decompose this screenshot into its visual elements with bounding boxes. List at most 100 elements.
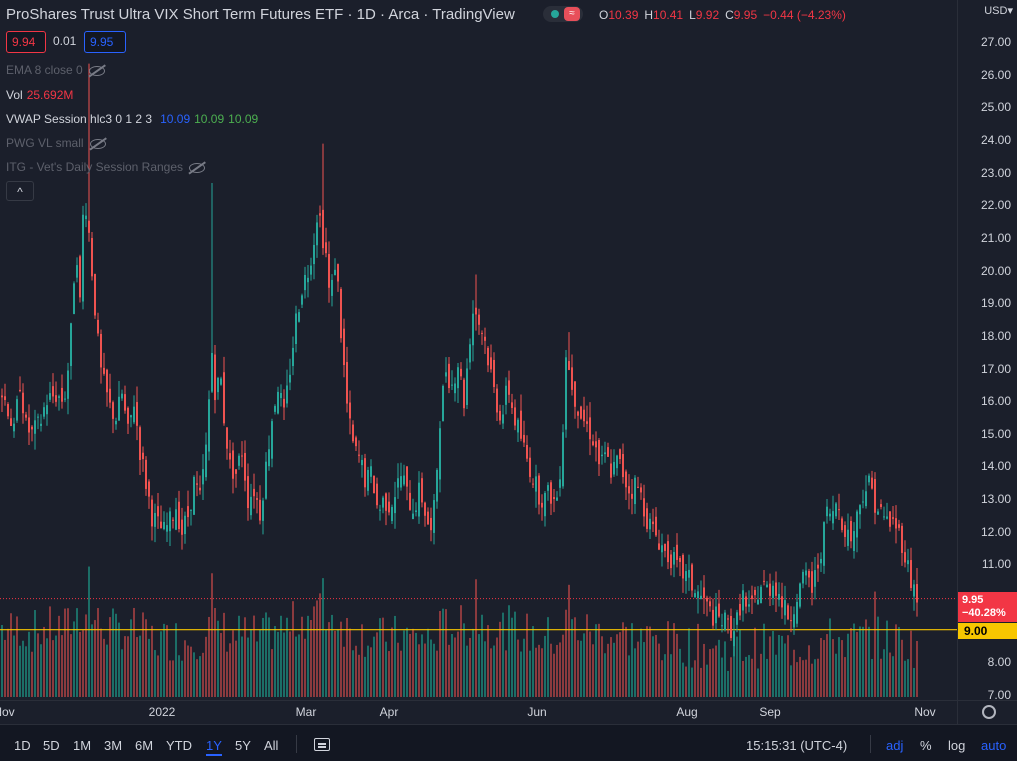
candle-body [181, 519, 183, 535]
candle-body [607, 447, 609, 457]
indicator-volume[interactable]: Vol 25.692M [6, 88, 73, 102]
candle-body [295, 313, 297, 345]
candle-body [145, 459, 147, 489]
range-tab-6m[interactable]: 6M [135, 738, 154, 753]
volume-bar [655, 634, 657, 697]
ohlc-key: O [599, 8, 609, 22]
volume-bar [913, 667, 915, 697]
candle-body [904, 552, 906, 563]
volume-bar [526, 613, 528, 697]
range-tab-5y[interactable]: 5Y [235, 738, 251, 753]
adjust-button[interactable]: adj [886, 738, 904, 753]
eye-hidden-icon[interactable] [189, 162, 206, 173]
volume-bar [517, 639, 519, 697]
auto-scale-button[interactable]: auto [981, 738, 1007, 753]
volume-bar [349, 628, 351, 697]
ask-price-button[interactable]: 9.95 [84, 31, 126, 53]
price-axis[interactable]: USD▾ 27.00 26.00 25.00 24.00 23.00 22.00 21.00… [957, 0, 1017, 702]
candle-body [22, 392, 24, 414]
date-range-icon[interactable] [314, 738, 330, 751]
candle-body [802, 571, 804, 584]
price-chart[interactable] [0, 0, 957, 700]
volume-bar [772, 630, 774, 697]
volume-bar [799, 656, 801, 697]
candle-body [628, 486, 630, 494]
volume-bar [709, 649, 711, 697]
volume-bar [523, 638, 525, 697]
volume-bar [886, 620, 888, 697]
candle-body [52, 386, 54, 397]
volume-bar [610, 637, 612, 697]
collapse-legend-button[interactable]: ^ [6, 181, 34, 201]
percent-scale-button[interactable]: % [920, 738, 932, 753]
range-tab-1m[interactable]: 1M [73, 738, 92, 753]
range-tab-5d[interactable]: 5D [43, 738, 60, 753]
indicator-vwap[interactable]: VWAP Session hlc3 0 1 2 3 10.09 10.09 10.09 [6, 112, 258, 126]
volume-bar [127, 636, 129, 697]
volume-bar [715, 645, 717, 697]
candle-body [484, 336, 486, 341]
log-scale-button[interactable]: log [948, 738, 966, 753]
candle-body [46, 405, 48, 415]
eye-hidden-icon[interactable] [89, 138, 106, 149]
currency-selector[interactable]: USD▾ [984, 4, 1013, 17]
volume-bar [541, 648, 543, 697]
volume-bar [553, 653, 555, 697]
candle-body [448, 363, 450, 389]
time-axis[interactable]: Nov 2022 Mar Apr Jun Aug Sep Nov [0, 700, 957, 724]
volume-bar [217, 620, 219, 697]
candle-body [511, 402, 513, 408]
volume-bar [664, 654, 666, 697]
symbol-title[interactable]: ProShares Trust Ultra VIX Short Term Fut… [6, 6, 515, 23]
volume-bar [397, 642, 399, 697]
volume-bar [172, 660, 174, 697]
candle-body [697, 591, 699, 599]
volume-bar [334, 630, 336, 697]
candle-body [754, 589, 756, 596]
candle-body [562, 432, 564, 487]
volume-bar [595, 624, 597, 697]
candle-body [391, 507, 393, 522]
candle-body [211, 352, 213, 392]
volume-bar [790, 665, 792, 697]
volume-bar [262, 617, 264, 697]
bid-price-button[interactable]: 9.94 [6, 31, 46, 53]
eye-hidden-icon[interactable] [88, 65, 105, 76]
volume-bar [160, 631, 162, 697]
clock-timezone[interactable]: 15:15:31 (UTC-4) [746, 738, 848, 753]
market-status-badge[interactable]: ≈ [543, 6, 583, 22]
volume-bar [187, 645, 189, 697]
volume-bar [28, 631, 30, 697]
volume-bar [73, 621, 75, 697]
volume-bar [565, 609, 567, 697]
range-tab-1y[interactable]: 1Y [206, 738, 222, 756]
indicator-itg[interactable]: ITG - Vet's Daily Session Ranges [6, 160, 206, 174]
indicator-pwg[interactable]: PWG VL small [6, 136, 106, 150]
candle-body [151, 499, 153, 527]
chart-pane[interactable]: ProShares Trust Ultra VIX Short Term Fut… [0, 0, 957, 700]
volume-bar [238, 615, 240, 697]
candle-body [469, 344, 471, 363]
ohlc-key: L [689, 8, 696, 22]
volume-bar [667, 621, 669, 697]
volume-bar [802, 660, 804, 697]
volume-bar [10, 613, 12, 697]
gear-icon[interactable] [982, 705, 996, 719]
candle-body [310, 265, 312, 275]
candle-body [436, 469, 438, 502]
candle-body [763, 580, 765, 582]
candle-body [673, 552, 675, 565]
candle-body [103, 367, 105, 374]
range-tab-ytd[interactable]: YTD [166, 738, 192, 753]
range-tab-all[interactable]: All [264, 738, 279, 753]
volume-bars [1, 566, 918, 697]
volume-bar [817, 658, 819, 697]
range-tab-1d[interactable]: 1D [14, 738, 31, 753]
candle-body [91, 238, 93, 277]
volume-bar [889, 652, 891, 697]
candle-body [715, 606, 717, 624]
price-tick: 13.00 [980, 492, 1011, 507]
indicator-ema[interactable]: EMA 8 close 0 [6, 63, 105, 77]
axis-settings[interactable] [957, 700, 1017, 724]
range-tab-3m[interactable]: 3M [104, 738, 123, 753]
